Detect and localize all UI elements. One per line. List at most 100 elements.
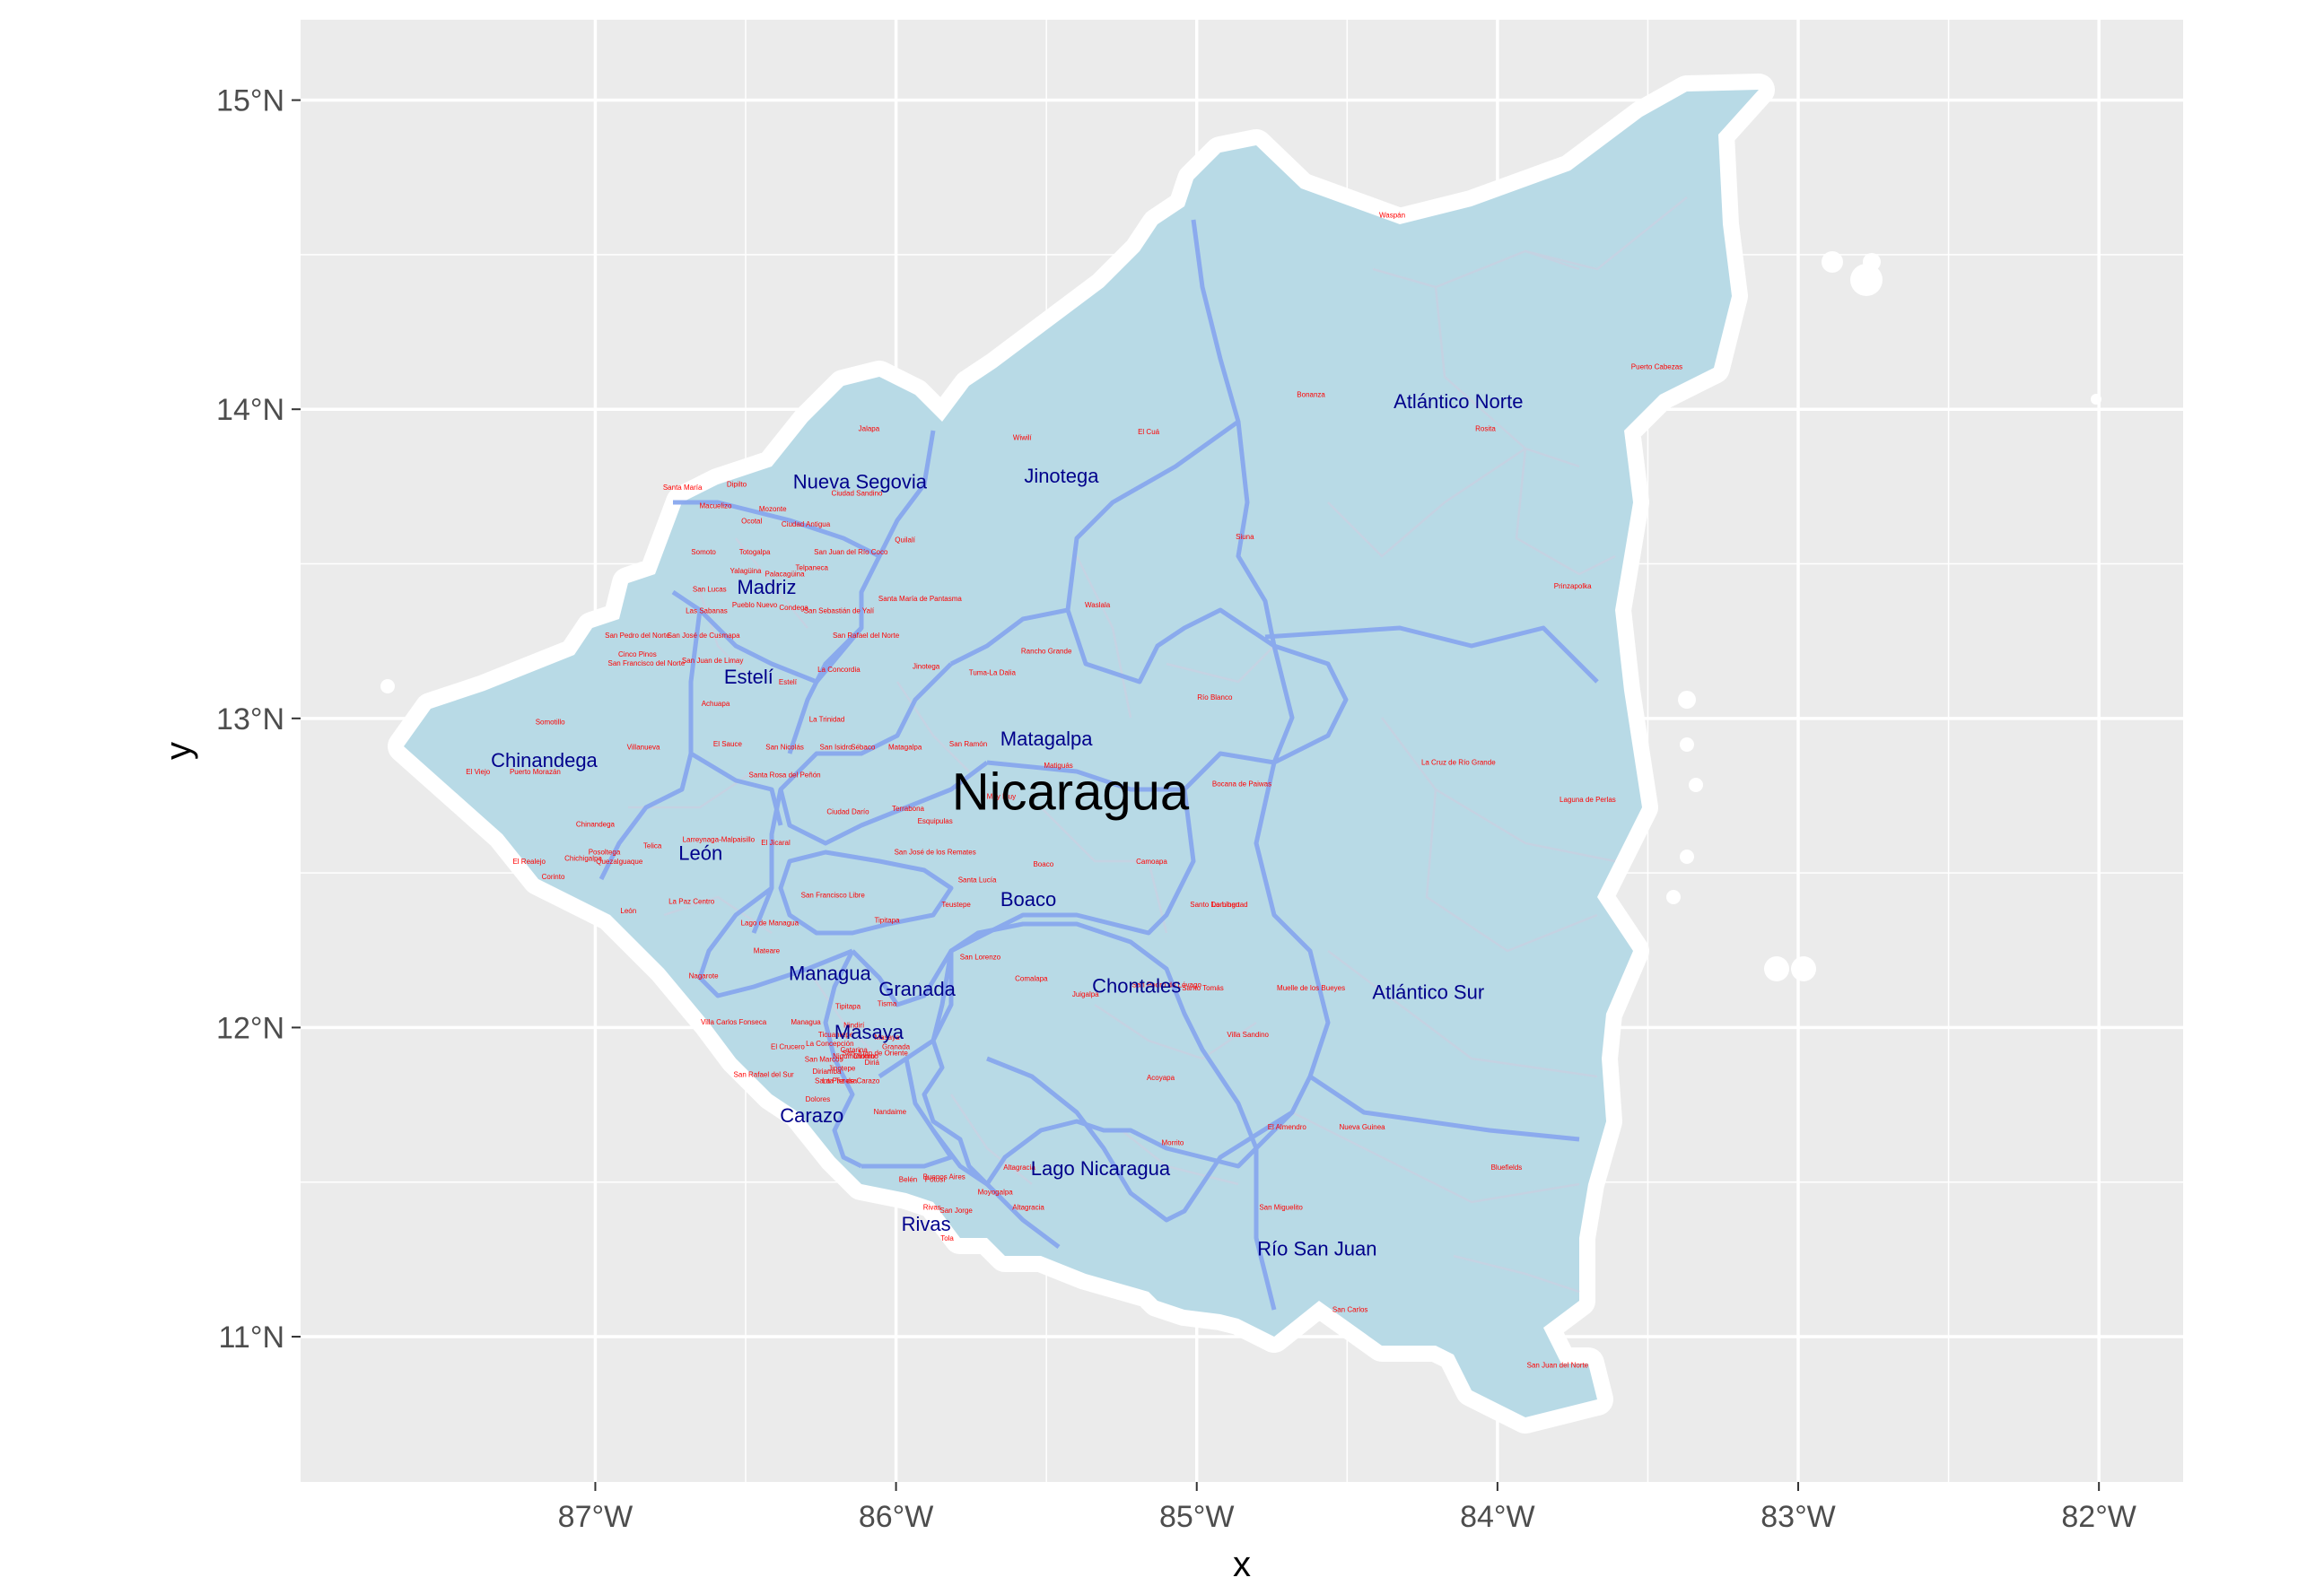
municipality-label: San Ramón [949, 740, 987, 748]
municipality-label: San Rafael del Norte [833, 632, 900, 640]
municipality-label: La Cruz de Río Grande [1421, 759, 1496, 767]
municipality-label: Achuapa [702, 700, 730, 708]
municipality-label: Santa María [663, 484, 703, 492]
municipality-label: Dolores [806, 1095, 831, 1103]
municipality-label: Chinandega [576, 820, 616, 828]
department-labels: Nueva Segovia Jinotega Atlántico Norte Madr… [491, 390, 1523, 1259]
municipality-label: Bonanza [1297, 390, 1325, 398]
municipality-label: Santa Teresa [815, 1076, 858, 1085]
municipality-label: Nagarote [689, 972, 719, 980]
municipality-label: Posoltega [589, 848, 621, 856]
municipality-label: Río Blanco [1197, 693, 1233, 702]
department-border [1254, 645, 1331, 1311]
department-border [949, 219, 1241, 667]
municipality-border [896, 681, 970, 772]
municipality-border [1381, 717, 1616, 863]
municipality-label: Altagracia [1003, 1164, 1035, 1172]
municipality-label: Puerto Cabezas [1631, 362, 1682, 370]
caribbean-islands [380, 251, 2101, 981]
municipality-label: El Jicaral [761, 839, 791, 847]
municipality-border [1075, 555, 1132, 719]
municipality-label: Morrito [1161, 1138, 1184, 1146]
municipality-label: San Juan del Norte [1527, 1361, 1589, 1369]
municipality-label: San Pedro del Norte [605, 632, 670, 640]
y-axis-title: y [159, 742, 198, 760]
municipality-label: Tola [940, 1234, 954, 1242]
municipality-label: Jinotepe [828, 1065, 856, 1073]
municipality-border [1425, 789, 1598, 953]
department-border [823, 949, 863, 1169]
municipality-border [663, 895, 773, 935]
municipality-label: Potosí [925, 1176, 946, 1184]
municipality-label: Ciudad Sandino [832, 490, 883, 498]
island [1822, 251, 1843, 273]
municipality-border [628, 770, 755, 809]
department-border [1065, 421, 1277, 684]
municipality-label: Chichigalpa [564, 854, 602, 862]
municipality-label: Puerto Morazán [510, 768, 561, 776]
island [1689, 778, 1703, 792]
municipality-border [1453, 1254, 1580, 1294]
department-label: Matagalpa [1000, 728, 1094, 750]
municipality-border [735, 537, 808, 629]
municipality-label: El Sauce [713, 740, 743, 748]
department-border [986, 1056, 1294, 1223]
municipality-label: Matagalpa [888, 743, 922, 751]
municipality-label: San Rafael del Sur [734, 1071, 794, 1079]
municipality-border [1515, 448, 1616, 576]
department-label: León [678, 841, 722, 864]
municipality-label: Terrabona [892, 805, 925, 813]
island [1680, 737, 1694, 752]
municipality-label: Wiwilí [1013, 434, 1033, 442]
y-axis: 11°N 12°N 13°N 14°N 15°N [216, 84, 301, 1355]
municipality-label: Santa Rosa del Peñón [749, 771, 821, 779]
island [1764, 956, 1789, 981]
x-tick-label: 85°W [1159, 1500, 1235, 1534]
municipality-label: Somotillo [536, 719, 565, 727]
municipality-border [1040, 806, 1168, 934]
municipality-label: La Paz Centro [668, 898, 715, 906]
municipality-label: Telica [643, 842, 662, 850]
municipality-label: San Francisco del Norte [608, 659, 686, 667]
municipality-label: Santo Tomás [1182, 984, 1224, 992]
municipality-border [1372, 249, 1580, 289]
municipality-label: Quilalí [895, 536, 915, 544]
department-border [1264, 625, 1599, 684]
municipality-label: San Jorge [939, 1207, 973, 1215]
municipality-label: Palacagüina [765, 570, 806, 578]
municipality-label: Boaco [1033, 860, 1053, 868]
municipality-label: Esquipulas [918, 817, 953, 825]
island [1850, 264, 1883, 296]
department-label: Boaco [1000, 888, 1056, 911]
municipality-label: Villa Sandino [1227, 1031, 1269, 1039]
municipality-label: Prinzapolka [1554, 582, 1592, 590]
island [1678, 691, 1696, 709]
municipality-label: San Sebastián de Yalí [804, 607, 875, 615]
municipality-label: Granada [882, 1043, 911, 1051]
y-tick-label: 12°N [216, 1011, 284, 1045]
municipality-label: San Pedro de Lóvago [1132, 981, 1202, 989]
y-tick-label: 11°N [219, 1320, 284, 1355]
department-label: Madriz [737, 576, 796, 598]
island [380, 679, 395, 693]
municipality-border [1434, 286, 1580, 468]
x-tick-label: 82°W [2061, 1500, 2136, 1534]
municipality-label: Santa Lucía [958, 876, 997, 884]
x-tick-label: 83°W [1760, 1500, 1836, 1534]
municipality-label: San José de Cusmapa [668, 632, 740, 640]
municipality-label: Mateare [754, 947, 781, 955]
municipality-label: Quezalguaque [596, 858, 643, 866]
municipality-label: Mozonte [759, 505, 787, 513]
department-border [1308, 1074, 1580, 1142]
municipality-label: Ocotal [741, 518, 762, 526]
municipality-label: Masaya [875, 1033, 901, 1042]
municipality-label: El Crucero [771, 1043, 805, 1051]
municipality-label: Catarina [841, 1046, 869, 1054]
municipality-label: Diriamba [812, 1068, 842, 1076]
island [1863, 253, 1881, 271]
municipality-label: Teustepe [941, 901, 971, 909]
municipality-label: Corinto [542, 873, 565, 881]
municipality-label: Villanueva [627, 743, 660, 751]
department-label: Nueva Segovia [793, 471, 928, 493]
